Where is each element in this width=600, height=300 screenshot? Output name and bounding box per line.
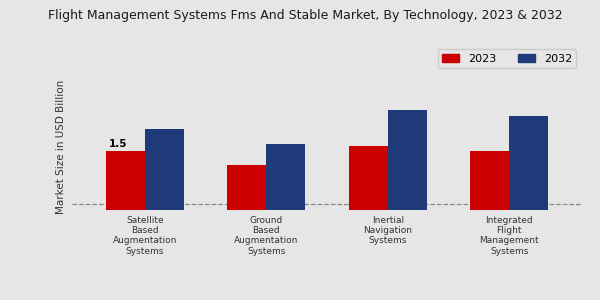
- Bar: [349, 146, 388, 210]
- Bar: [106, 151, 145, 210]
- Bar: [470, 151, 509, 210]
- Text: 1.5: 1.5: [109, 139, 127, 149]
- Text: Flight Management Systems Fms And Stable Market, By Technology, 2023 & 2032: Flight Management Systems Fms And Stable…: [48, 9, 563, 22]
- Bar: [227, 165, 266, 210]
- Y-axis label: Market Size in USD Billion: Market Size in USD Billion: [56, 80, 67, 214]
- Legend: 2023, 2032: 2023, 2032: [438, 49, 577, 68]
- Bar: [145, 129, 184, 210]
- Bar: [388, 110, 427, 210]
- Bar: [509, 116, 548, 210]
- Bar: [266, 144, 305, 210]
